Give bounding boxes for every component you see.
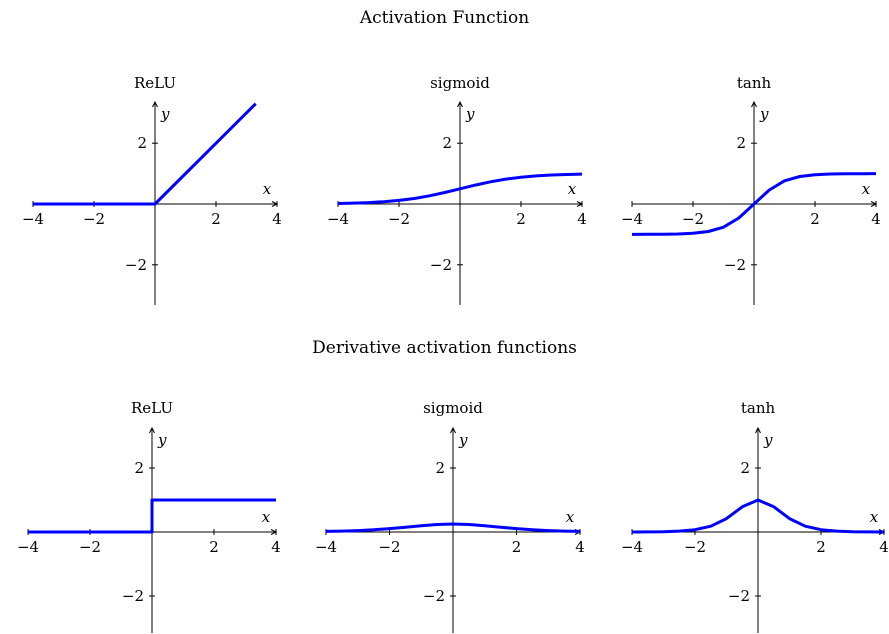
y-axis-arrowhead — [751, 100, 757, 108]
y-axis-label: y — [763, 431, 773, 449]
y-axis-label: y — [160, 105, 170, 123]
x-axis-label: x — [566, 508, 575, 526]
subplot-derivative-relu: ReLU x y −4 −2 2 4 −2 2 — [17, 399, 281, 633]
x-axis-label: x — [262, 508, 271, 526]
y-tick-label: 2 — [435, 459, 445, 477]
y-axis-label: y — [157, 431, 167, 449]
x-tick-label: 4 — [879, 538, 889, 556]
x-tick-label: 2 — [512, 538, 522, 556]
subplot-title: tanh — [741, 399, 776, 417]
subplot-derivative-tanh: tanh x y −4 −2 2 4 −2 2 — [621, 399, 889, 633]
x-tick-label: −2 — [79, 538, 101, 556]
x-tick-label: −2 — [388, 210, 410, 228]
subplot-title: ReLU — [131, 399, 173, 417]
x-tick-label: 2 — [211, 210, 221, 228]
x-tick-label: 2 — [516, 210, 526, 228]
x-axis-label: x — [568, 180, 577, 198]
row-title-activation: Activation Function — [359, 8, 530, 28]
y-axis-arrowhead — [149, 426, 155, 434]
subplot-derivative-sigmoid: sigmoid x y −4 −2 2 4 −2 2 — [315, 399, 585, 633]
x-axis-label: x — [862, 180, 871, 198]
series-line — [337, 172, 583, 205]
y-tick-label: −2 — [125, 256, 147, 274]
y-axis-label: y — [465, 105, 475, 123]
y-axis-label: y — [759, 105, 769, 123]
x-tick-label: −4 — [17, 538, 39, 556]
y-axis-arrowhead — [457, 100, 463, 108]
x-tick-label: −4 — [621, 538, 643, 556]
x-axis-label: x — [263, 180, 272, 198]
y-tick-label: −2 — [423, 587, 445, 605]
y-tick-label: 2 — [442, 134, 452, 152]
row-title-derivative: Derivative activation functions — [312, 338, 577, 358]
subplot-title: sigmoid — [430, 74, 490, 92]
y-tick-label: −2 — [724, 256, 746, 274]
y-tick-label: −2 — [122, 587, 144, 605]
x-tick-label: −2 — [684, 538, 706, 556]
y-tick-label: 2 — [736, 134, 746, 152]
series-line — [28, 498, 276, 534]
y-axis-arrowhead — [755, 426, 761, 434]
series-line — [631, 498, 885, 534]
subplot-activation-relu: ReLU x y −4 −2 2 4 −2 2 — [22, 74, 282, 305]
subplot-title: sigmoid — [423, 399, 483, 417]
x-tick-label: 4 — [575, 538, 585, 556]
series-line — [33, 102, 257, 206]
x-tick-label: −4 — [621, 210, 643, 228]
x-tick-label: 2 — [810, 210, 820, 228]
y-axis-arrowhead — [450, 426, 456, 434]
y-tick-label: 2 — [134, 459, 144, 477]
y-tick-label: 2 — [740, 459, 750, 477]
x-tick-label: 2 — [816, 538, 826, 556]
y-axis-arrowhead — [152, 100, 158, 108]
series-line — [325, 522, 581, 533]
y-tick-label: −2 — [430, 256, 452, 274]
x-tick-label: 4 — [871, 210, 881, 228]
subplot-title: ReLU — [134, 74, 176, 92]
y-tick-label: 2 — [137, 134, 147, 152]
x-tick-label: 4 — [577, 210, 587, 228]
x-tick-label: −2 — [378, 538, 400, 556]
subplot-activation-sigmoid: sigmoid x y −4 −2 2 4 −2 2 — [327, 74, 587, 305]
x-tick-label: 4 — [272, 210, 282, 228]
x-tick-label: 2 — [209, 538, 219, 556]
x-axis-label: x — [870, 508, 879, 526]
subplot-title: tanh — [737, 74, 772, 92]
x-tick-label: −4 — [22, 210, 44, 228]
y-tick-label: −2 — [728, 587, 750, 605]
x-tick-label: −4 — [327, 210, 349, 228]
x-tick-label: −4 — [315, 538, 337, 556]
y-axis-label: y — [458, 431, 468, 449]
subplot-activation-tanh: tanh x y −4 −2 2 4 −2 2 — [621, 74, 881, 305]
x-tick-label: 4 — [271, 538, 281, 556]
x-tick-label: −2 — [83, 210, 105, 228]
x-tick-label: −2 — [682, 210, 704, 228]
series-line — [631, 172, 877, 236]
